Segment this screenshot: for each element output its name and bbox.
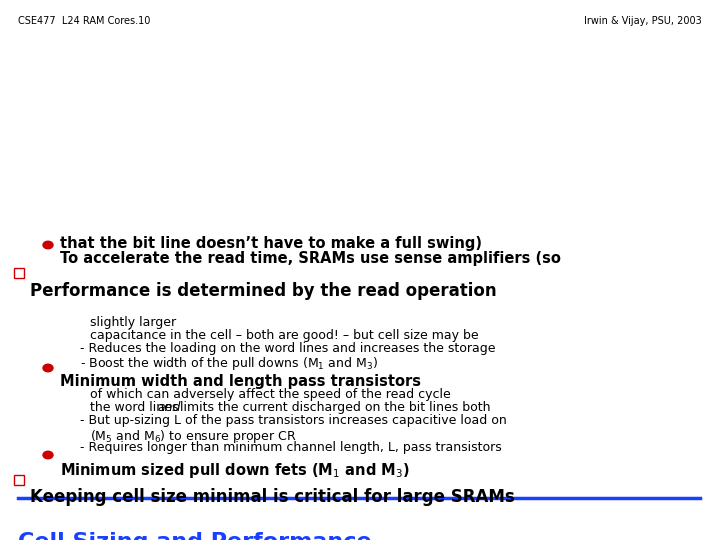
- Text: Minimum sized pull down fets (M$_1$ and M$_3$): Minimum sized pull down fets (M$_1$ and …: [60, 461, 410, 480]
- Text: Cell Sizing and Performance: Cell Sizing and Performance: [18, 532, 372, 540]
- Text: that the bit line doesn’t have to make a full swing): that the bit line doesn’t have to make a…: [60, 236, 482, 251]
- Text: To accelerate the read time, SRAMs use sense amplifiers (so: To accelerate the read time, SRAMs use s…: [60, 251, 561, 266]
- Text: (M$_5$ and M$_6$) to ensure proper CR: (M$_5$ and M$_6$) to ensure proper CR: [90, 428, 297, 445]
- Text: - Boost the width of the pull downs (M$_1$ and M$_3$): - Boost the width of the pull downs (M$_…: [80, 355, 378, 372]
- Text: Keeping cell size minimal is critical for large SRAMs: Keeping cell size minimal is critical fo…: [30, 488, 515, 506]
- Text: limits the current discharged on the bit lines both: limits the current discharged on the bit…: [176, 401, 490, 414]
- Text: CSE477  L24 RAM Cores.10: CSE477 L24 RAM Cores.10: [18, 16, 150, 26]
- Circle shape: [43, 364, 53, 372]
- Text: the word lines: the word lines: [90, 401, 182, 414]
- Text: - But up-sizing L of the pass transistors increases capacitive load on: - But up-sizing L of the pass transistor…: [80, 414, 507, 427]
- Text: - Reduces the loading on the word lines and increases the storage: - Reduces the loading on the word lines …: [80, 342, 495, 355]
- Circle shape: [43, 451, 53, 459]
- Text: Irwin & Vijay, PSU, 2003: Irwin & Vijay, PSU, 2003: [584, 16, 702, 26]
- Text: slightly larger: slightly larger: [90, 316, 176, 329]
- FancyBboxPatch shape: [14, 268, 24, 278]
- Circle shape: [43, 241, 53, 249]
- Text: and: and: [157, 401, 181, 414]
- Text: of which can adversely affect the speed of the read cycle: of which can adversely affect the speed …: [90, 388, 451, 401]
- Text: capacitance in the cell – both are good! – but cell size may be: capacitance in the cell – both are good!…: [90, 329, 479, 342]
- Text: Minimum width and length pass transistors: Minimum width and length pass transistor…: [60, 374, 421, 389]
- FancyBboxPatch shape: [14, 475, 24, 485]
- Text: Performance is determined by the read operation: Performance is determined by the read op…: [30, 282, 497, 300]
- Text: - Requires longer than minimum channel length, L, pass transistors: - Requires longer than minimum channel l…: [80, 441, 502, 454]
